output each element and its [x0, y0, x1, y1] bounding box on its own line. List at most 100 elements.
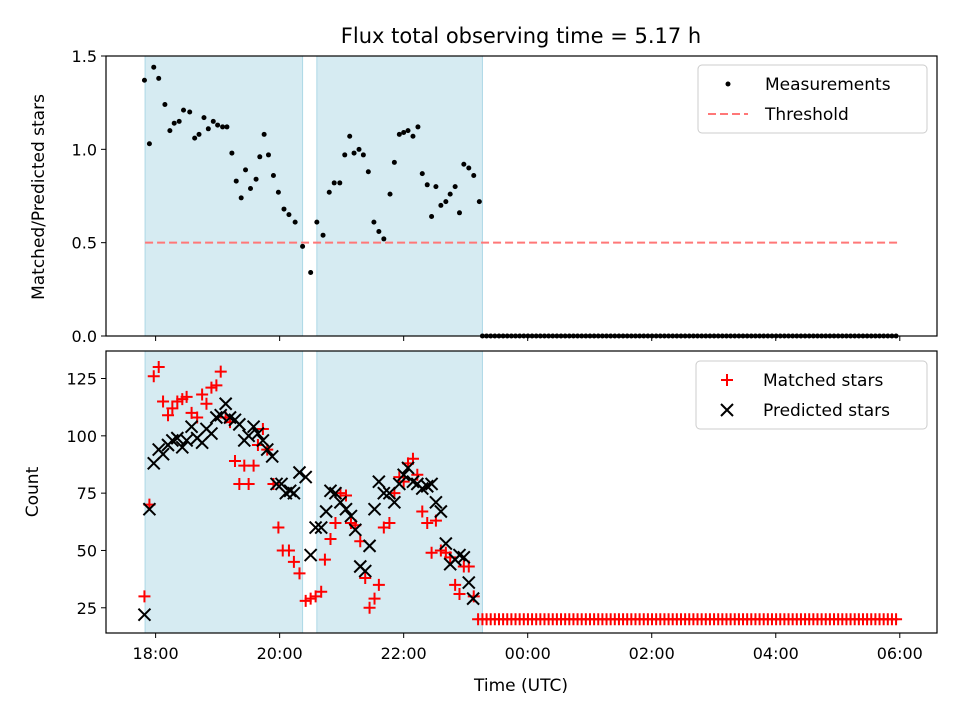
- observing-interval: [144, 55, 304, 337]
- measurement-point: [196, 131, 202, 137]
- measurement-point: [351, 150, 357, 156]
- measurement-point: [292, 219, 298, 225]
- measurement-point: [471, 172, 477, 178]
- measurement-point: [156, 75, 162, 81]
- axes-frame: [105, 350, 938, 634]
- x-tick-label: 00:00: [505, 644, 551, 663]
- predicted-star-point: [439, 536, 453, 551]
- measurement-point: [187, 109, 193, 115]
- measurement-point: [257, 154, 263, 160]
- matched-star-point: [397, 475, 410, 488]
- bottom-y-tick-label: 125: [66, 370, 97, 389]
- measurement-point: [320, 232, 326, 238]
- measurement-point: [229, 150, 235, 156]
- predicted-star-point: [396, 468, 411, 482]
- top-y-axis-label: Matched/Predicted stars: [29, 94, 49, 300]
- matched-star-point: [196, 388, 209, 401]
- predicted-star-point: [137, 607, 152, 622]
- matched-star-point: [372, 578, 385, 591]
- predicted-star-point: [328, 486, 343, 500]
- measurement-point: [466, 165, 472, 171]
- bottom-axes: 18:00 20:00 22:00 00:00 02:00 04:00 06:00 25 50 7…: [66, 350, 938, 663]
- top-legend-box: [697, 64, 928, 134]
- legend-threshold-label: Threshold: [764, 105, 849, 125]
- matched-star-point: [318, 553, 331, 566]
- matched-star-point: [287, 555, 300, 568]
- matched-star-point: [147, 370, 160, 383]
- measurement-point: [270, 172, 276, 178]
- bottom-y-tick-label: 25: [77, 599, 97, 618]
- predicted-star-point: [156, 447, 170, 461]
- predicted-star-point: [246, 419, 261, 434]
- matched-star-point: [247, 459, 260, 472]
- x-tick-label: 22:00: [381, 644, 427, 663]
- legend-predicted-marker: [720, 403, 734, 417]
- measurement-point: [265, 152, 271, 158]
- measurement-point: [300, 243, 306, 249]
- predicted-star-point: [372, 474, 386, 489]
- measurement-point: [215, 122, 221, 128]
- matched-star-point: [383, 516, 396, 529]
- x-tick-label: 20:00: [257, 644, 303, 663]
- measurement-point: [326, 189, 332, 195]
- predicted-star-point: [392, 477, 407, 491]
- predicted-star-point: [218, 397, 233, 411]
- matched-star-point: [293, 567, 306, 580]
- predicted-star-point: [401, 461, 415, 475]
- measurement-point: [141, 77, 147, 83]
- bottom-y-tick-label: 75: [77, 484, 97, 503]
- measurement-point: [162, 102, 168, 108]
- predicted-star-point: [303, 548, 318, 562]
- top-y-tick-label: 1.5: [72, 47, 97, 66]
- predicted-star-point: [298, 470, 313, 484]
- measurement-point: [243, 167, 249, 173]
- matched-star-point: [890, 613, 903, 626]
- x-tick-label: 18:00: [133, 644, 179, 663]
- matched-star-point: [425, 546, 438, 559]
- measurement-point: [396, 131, 402, 137]
- predicted-star-point: [387, 495, 402, 510]
- matched-star-point: [152, 361, 165, 374]
- measurement-point: [261, 131, 267, 137]
- predicted-star-point: [142, 502, 157, 516]
- star-count-points: [137, 361, 903, 626]
- predicted-star-point: [319, 504, 333, 519]
- bottom-y-axis-label: Count: [23, 466, 43, 517]
- top-observing-intervals: [144, 55, 483, 337]
- matched-star-point: [363, 601, 376, 614]
- predicted-star-point: [308, 520, 323, 535]
- predicted-star-point: [204, 426, 219, 441]
- matched-star-point: [228, 455, 241, 468]
- measurement-point: [201, 115, 207, 121]
- measurement-point: [314, 219, 320, 225]
- predicted-star-point: [358, 564, 372, 578]
- measurement-point: [429, 214, 435, 220]
- matched-star-point: [368, 592, 381, 605]
- matched-star-point: [180, 390, 193, 403]
- matched-star-point: [166, 402, 179, 415]
- predicted-star-point: [457, 550, 471, 565]
- predicted-star-point: [434, 504, 448, 519]
- predicted-star-point: [367, 502, 382, 516]
- predicted-star-point: [362, 539, 377, 553]
- matched-star-point: [453, 588, 466, 601]
- predicted-star-point: [314, 520, 328, 535]
- matched-star-point: [421, 516, 434, 529]
- predicted-star-point: [424, 477, 439, 491]
- measurement-point: [151, 64, 157, 70]
- matched-star-point: [272, 521, 285, 534]
- predicted-star-point: [292, 465, 307, 480]
- observing-interval: [144, 350, 304, 634]
- matched-star-point: [339, 489, 352, 502]
- measurement-point: [356, 146, 362, 152]
- matched-star-point: [242, 477, 255, 490]
- measurement-point: [381, 236, 387, 242]
- measurement-point: [192, 135, 198, 141]
- predicted-star-point: [274, 477, 289, 491]
- legend-measurement-marker: [725, 81, 731, 87]
- measurement-point: [405, 128, 411, 134]
- bottom-legend-box: [695, 360, 928, 430]
- matched-star-point: [324, 533, 337, 545]
- matched-star-point: [162, 409, 175, 422]
